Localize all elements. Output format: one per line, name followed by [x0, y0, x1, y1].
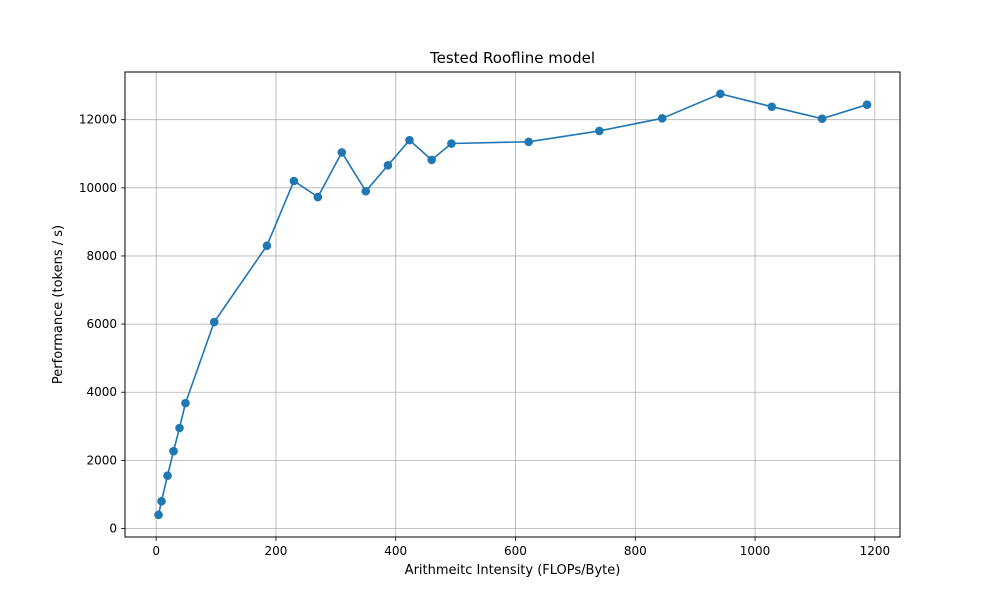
- y-axis-label: Performance (tokens / s): [51, 225, 66, 384]
- data-point: [313, 192, 323, 202]
- data-point: [383, 161, 393, 170]
- y-tick-label: 4000: [86, 385, 117, 399]
- data-point: [595, 126, 604, 136]
- data-point: [337, 148, 347, 157]
- data-point: [163, 471, 172, 480]
- data-point: [524, 137, 533, 147]
- data-point: [361, 186, 371, 196]
- data-point: [427, 155, 436, 165]
- data-point: [262, 241, 272, 251]
- grid: [125, 72, 900, 537]
- x-tick-label: 1200: [860, 544, 891, 558]
- data-point: [175, 423, 184, 433]
- x-tick-label: 0: [152, 544, 160, 558]
- axes-frame: [124, 71, 901, 538]
- chart-title: Tested Roofline model: [429, 49, 595, 67]
- x-tick-label: 200: [264, 544, 287, 558]
- data-point: [209, 317, 219, 327]
- ticks: 0 200 400 600 800 1000 12000200040006000800010…: [79, 113, 890, 558]
- data-point: [405, 135, 414, 145]
- data-point: [169, 446, 178, 456]
- y-tick-label: 2000: [86, 453, 117, 467]
- data-point: [657, 114, 667, 123]
- y-tick-label: 6000: [86, 317, 117, 331]
- x-tick-label: 400: [384, 544, 407, 558]
- data-point: [181, 398, 190, 408]
- data-point: [157, 496, 166, 506]
- y-tick-label: 8000: [86, 249, 117, 263]
- x-tick-label: 800: [624, 544, 647, 558]
- x-tick-label: 600: [504, 544, 527, 558]
- data-point: [154, 510, 163, 520]
- data-point: [716, 89, 725, 99]
- data-point: [767, 102, 777, 112]
- data-point: [289, 176, 299, 186]
- data-point: [447, 139, 456, 148]
- y-tick-label: 0: [109, 521, 117, 535]
- x-tick-label: 1000: [740, 544, 771, 558]
- data-series: [154, 89, 872, 520]
- data-point: [862, 100, 872, 110]
- y-tick-label: 10000: [79, 181, 117, 195]
- y-tick-label: 12000: [79, 113, 117, 127]
- data-point: [817, 114, 827, 123]
- x-axis-label: Arithmeitc Intensity (FLOPs/Byte): [405, 563, 621, 578]
